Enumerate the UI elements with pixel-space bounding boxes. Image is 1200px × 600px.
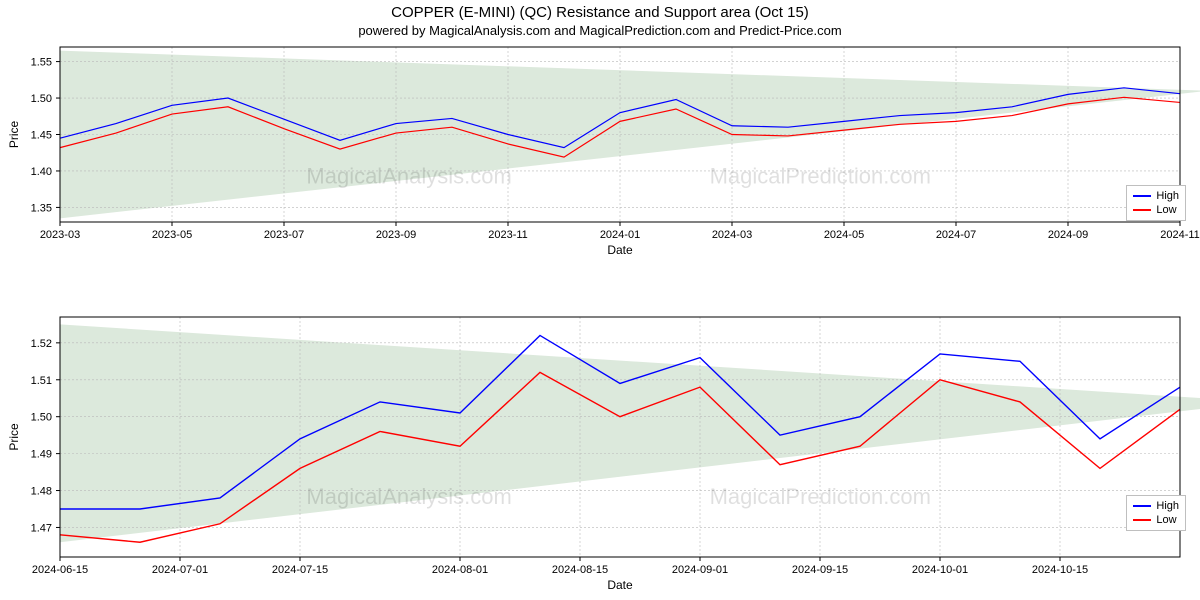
- svg-text:1.55: 1.55: [31, 57, 52, 69]
- legend-high-label: High: [1156, 189, 1179, 203]
- svg-text:1.50: 1.50: [31, 93, 52, 105]
- svg-text:2023-03: 2023-03: [40, 229, 80, 241]
- svg-text:Date: Date: [607, 243, 633, 257]
- legend-low-label: Low: [1156, 203, 1176, 217]
- svg-text:2024-07: 2024-07: [936, 229, 976, 241]
- top-chart: MagicalAnalysis.com MagicalPrediction.com…: [0, 42, 1200, 282]
- svg-text:1.51: 1.51: [31, 375, 52, 387]
- svg-text:1.49: 1.49: [31, 449, 52, 461]
- svg-text:MagicalAnalysis.com: MagicalAnalysis.com: [306, 164, 511, 189]
- legend-top: High Low: [1126, 185, 1186, 221]
- svg-text:2024-06-15: 2024-06-15: [32, 564, 88, 576]
- svg-text:Price: Price: [7, 423, 21, 451]
- legend-bottom: High Low: [1126, 495, 1186, 531]
- svg-text:2024-09-01: 2024-09-01: [672, 564, 728, 576]
- svg-text:2024-09: 2024-09: [1048, 229, 1088, 241]
- svg-text:2024-11: 2024-11: [1160, 229, 1200, 241]
- legend-low-label-2: Low: [1156, 513, 1176, 527]
- svg-text:2023-07: 2023-07: [264, 229, 304, 241]
- chart-title: COPPER (E-MINI) (QC) Resistance and Supp…: [0, 0, 1200, 21]
- svg-text:1.40: 1.40: [31, 166, 52, 178]
- svg-text:MagicalPrediction.com: MagicalPrediction.com: [710, 484, 931, 509]
- svg-text:2024-07-01: 2024-07-01: [152, 564, 208, 576]
- svg-text:2024-08-01: 2024-08-01: [432, 564, 488, 576]
- svg-text:1.35: 1.35: [31, 202, 52, 214]
- svg-text:Date: Date: [607, 578, 633, 592]
- svg-text:1.50: 1.50: [31, 412, 52, 424]
- svg-text:Price: Price: [7, 121, 21, 149]
- svg-text:1.52: 1.52: [31, 338, 52, 350]
- bottom-chart: MagicalAnalysis.com MagicalPrediction.com…: [0, 282, 1200, 592]
- svg-text:1.48: 1.48: [31, 486, 52, 498]
- legend-high-label-2: High: [1156, 499, 1179, 513]
- svg-text:2024-03: 2024-03: [712, 229, 752, 241]
- svg-text:2023-11: 2023-11: [488, 229, 528, 241]
- svg-text:MagicalAnalysis.com: MagicalAnalysis.com: [306, 484, 511, 509]
- svg-text:2024-08-15: 2024-08-15: [552, 564, 608, 576]
- svg-text:2024-09-15: 2024-09-15: [792, 564, 848, 576]
- svg-text:2024-05: 2024-05: [824, 229, 864, 241]
- svg-text:2023-05: 2023-05: [152, 229, 192, 241]
- svg-text:2023-09: 2023-09: [376, 229, 416, 241]
- svg-text:2024-10-15: 2024-10-15: [1032, 564, 1088, 576]
- svg-text:2024-07-15: 2024-07-15: [272, 564, 328, 576]
- svg-text:2024-01: 2024-01: [600, 229, 640, 241]
- chart-subtitle: powered by MagicalAnalysis.com and Magic…: [0, 21, 1200, 42]
- svg-text:1.47: 1.47: [31, 522, 52, 534]
- svg-text:2024-10-01: 2024-10-01: [912, 564, 968, 576]
- svg-text:1.45: 1.45: [31, 130, 52, 142]
- svg-text:MagicalPrediction.com: MagicalPrediction.com: [710, 164, 931, 189]
